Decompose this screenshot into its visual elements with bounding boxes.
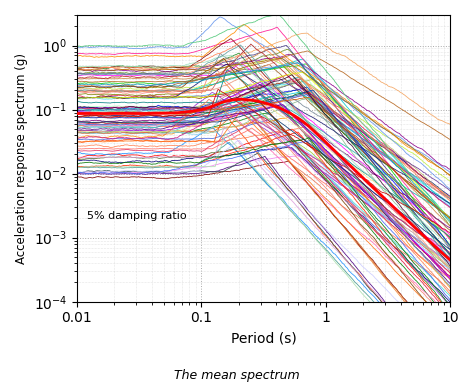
- Text: 5% damping ratio: 5% damping ratio: [87, 211, 186, 221]
- Text: The mean spectrum: The mean spectrum: [174, 369, 300, 382]
- X-axis label: Period (s): Period (s): [231, 331, 296, 345]
- Y-axis label: Acceleration response spectrum (g): Acceleration response spectrum (g): [15, 53, 28, 264]
